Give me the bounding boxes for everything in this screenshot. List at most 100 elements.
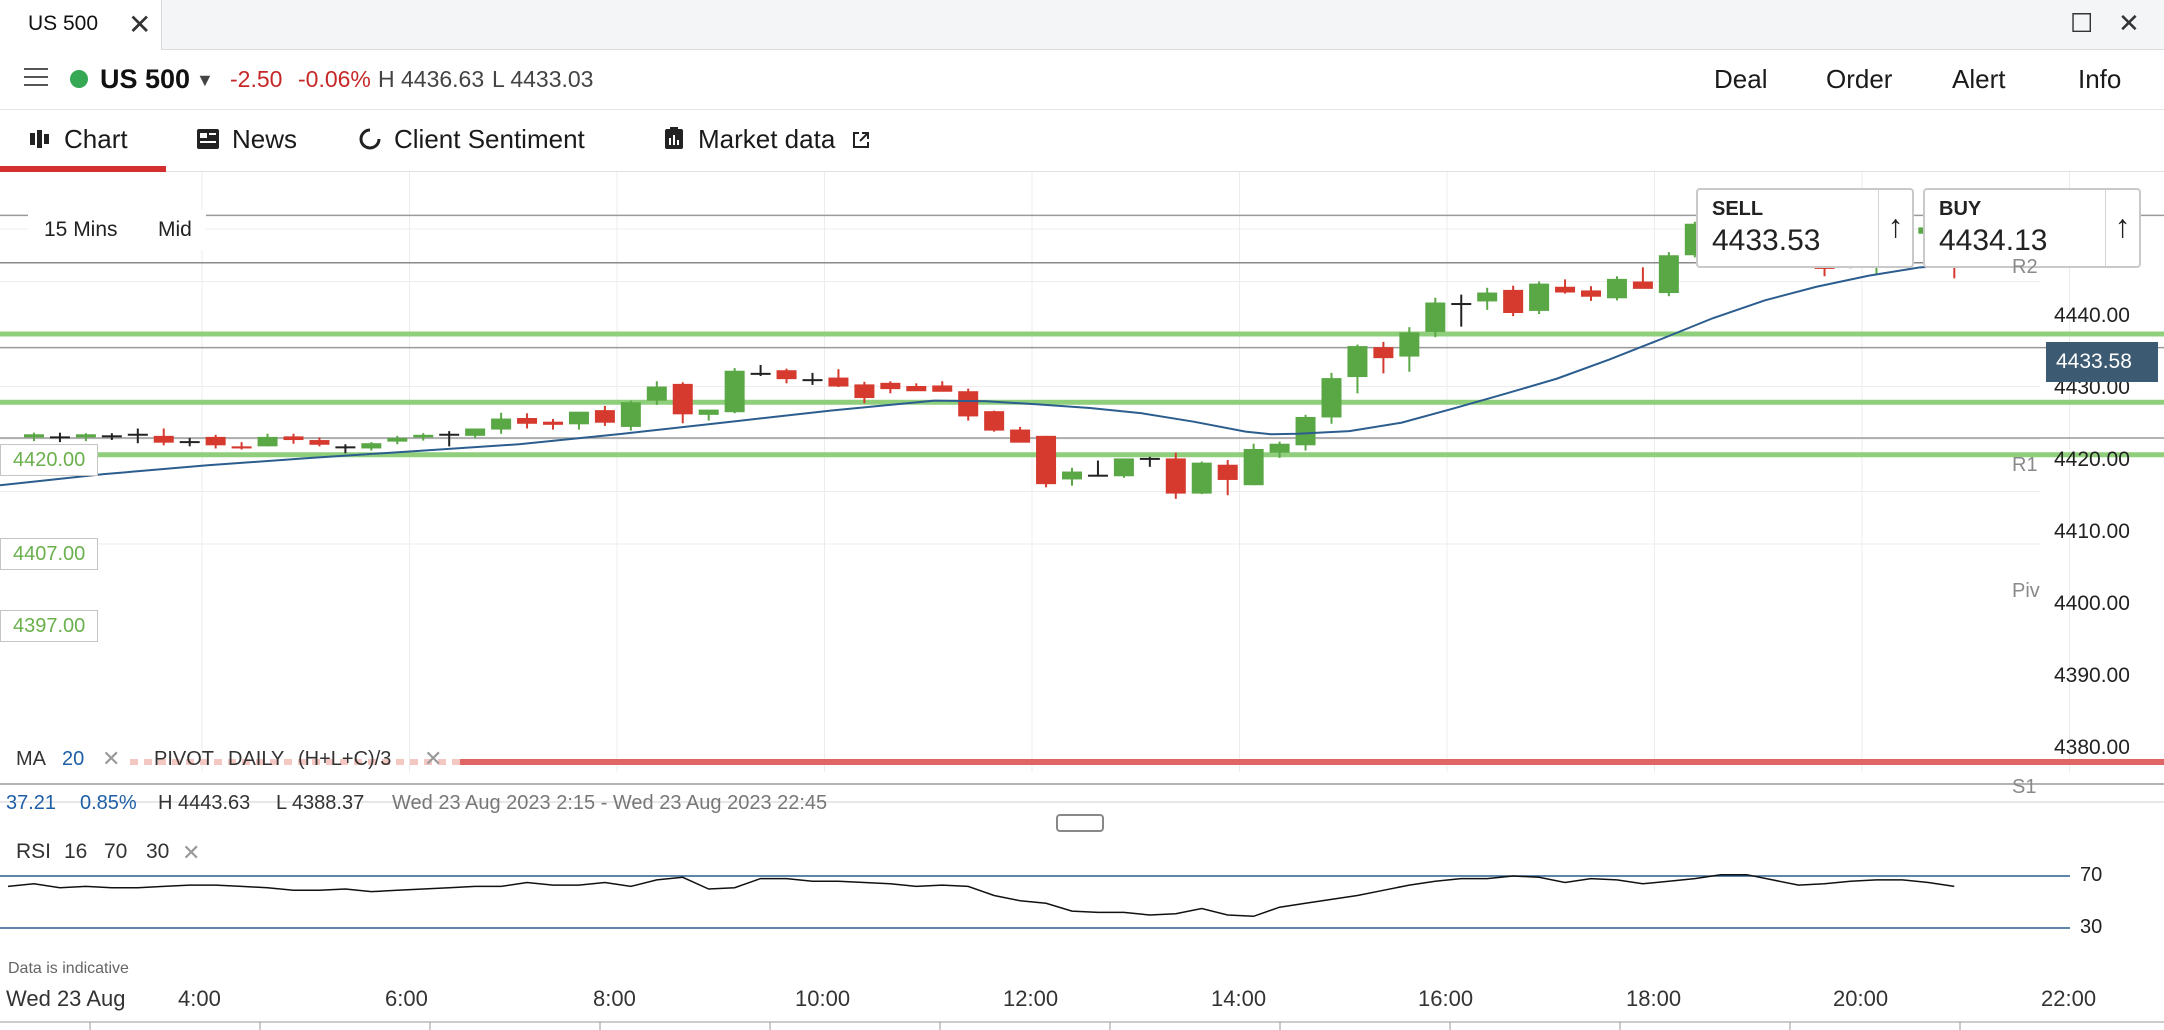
period-change-pct: 0.85% <box>80 792 137 814</box>
candle-up <box>1347 346 1368 378</box>
candle-up <box>1321 378 1342 418</box>
buy-label: BUY <box>1939 198 1982 220</box>
candle-up <box>1113 458 1134 477</box>
candle-down <box>231 446 252 449</box>
remove-ma-icon[interactable]: ✕ <box>102 746 121 771</box>
alert-button[interactable]: Alert <box>1952 64 2006 94</box>
candle-up <box>439 433 460 436</box>
moving-average-line <box>0 264 1947 487</box>
candle-down <box>1139 457 1160 460</box>
sell-button[interactable]: SELL 4433.53 ↑ <box>1696 188 1914 268</box>
y-tick-label: 4440.00 <box>2054 304 2130 327</box>
market-name[interactable]: US 500 <box>100 64 191 94</box>
candle-down <box>205 436 226 446</box>
candle-up <box>698 409 719 415</box>
candle-up <box>127 433 148 436</box>
candle-down <box>283 436 304 441</box>
candle-down <box>880 382 901 390</box>
y-tick-label: 4380.00 <box>2054 736 2130 759</box>
x-tick-label: 4:00 <box>178 986 221 1011</box>
period-high: H 4443.63 <box>158 792 251 814</box>
candle-up <box>1477 292 1498 302</box>
buy-button[interactable]: BUY 4434.13 ↑ <box>1923 188 2141 268</box>
remove-pivot-icon[interactable]: ✕ <box>424 746 443 771</box>
x-tick-label: 6:00 <box>385 986 428 1011</box>
price-chart-svg[interactable] <box>0 172 2164 1030</box>
candle-up <box>1191 462 1212 494</box>
tab-chart[interactable]: Chart <box>26 124 128 160</box>
tab-client-sentiment[interactable]: Client Sentiment <box>356 124 585 160</box>
level-label-4397[interactable]: 4397.00 <box>0 610 99 642</box>
buy-price: 4434.13 <box>1939 224 2048 257</box>
candle-up <box>568 411 589 425</box>
tab-news[interactable]: News <box>194 124 297 160</box>
candle-down <box>594 410 615 423</box>
x-tick-label: 12:00 <box>1003 986 1059 1011</box>
x-tick-label: 14:00 <box>1211 986 1267 1011</box>
candle-up <box>361 443 382 449</box>
candle-down <box>309 440 330 445</box>
pivot-label-piv: Piv <box>2012 580 2040 602</box>
rsi-line <box>7 873 1955 918</box>
candle-down <box>672 383 693 415</box>
day-high: H 4436.63 <box>378 66 485 92</box>
panel-resize-handle[interactable] <box>1056 814 1104 832</box>
period-low: L 4388.37 <box>276 792 365 814</box>
tab-market-data[interactable]: Market data <box>660 124 871 160</box>
chart-area[interactable]: 15 Mins Mid SELL 4433.53 ↑ BUY 4434.13 ↑… <box>0 172 2164 1030</box>
info-button[interactable]: Info <box>2078 64 2122 94</box>
candle-up <box>465 428 486 436</box>
external-link-icon[interactable] <box>851 131 871 153</box>
candle-down <box>1217 464 1238 480</box>
level-label-4420[interactable]: 4420.00 <box>0 444 99 476</box>
pivot-label-r2: R2 <box>2012 256 2038 278</box>
candle-up <box>1243 448 1264 486</box>
candle-down <box>906 385 927 392</box>
candle-up <box>724 370 745 413</box>
x-tick-label: 16:00 <box>1418 986 1474 1011</box>
ma-label: MA <box>16 748 46 770</box>
candlestick-icon <box>26 126 54 154</box>
sell-price: 4433.53 <box>1712 224 1821 257</box>
disclaimer: Data is indicative <box>8 960 129 977</box>
close-window-icon[interactable]: ✕ <box>2118 8 2140 38</box>
window-tab[interactable]: US 500 ✕ <box>0 0 162 50</box>
candle-up <box>75 434 96 438</box>
order-button[interactable]: Order <box>1826 64 1893 94</box>
x-tick-label: 18:00 <box>1626 986 1682 1011</box>
sentiment-icon <box>356 124 384 154</box>
price-change-pct: -0.06% <box>298 66 371 92</box>
deal-button[interactable]: Deal <box>1714 64 1768 94</box>
date-label: Wed 23 Aug <box>6 986 126 1011</box>
maximize-icon[interactable]: ☐ <box>2070 8 2094 38</box>
price-change: -2.50 <box>230 66 283 92</box>
window-tab-title: US 500 <box>28 12 99 35</box>
candle-up <box>1062 471 1082 480</box>
interval-selector[interactable]: 15 Mins <box>44 218 118 241</box>
sell-arrow-up-icon: ↑ <box>1878 190 1912 266</box>
candle-down <box>1555 286 1576 293</box>
view-tabs: Chart News Client Sentiment Market data <box>0 110 2164 172</box>
close-tab-icon[interactable]: ✕ <box>128 9 152 40</box>
rsi-lower-tick: 30 <box>2080 916 2103 938</box>
market-data-icon <box>660 124 688 154</box>
candle-up <box>257 436 278 447</box>
candle-down <box>1165 458 1186 494</box>
rsi-period: 16 <box>64 840 88 863</box>
price-type-selector[interactable]: Mid <box>158 218 192 241</box>
level-label-4407[interactable]: 4407.00 <box>0 538 99 570</box>
tab-market-data-label: Market data <box>698 124 836 154</box>
candle-up <box>1529 283 1550 311</box>
candle-down <box>958 391 979 417</box>
market-header: US 500 ▼ -2.50 -0.06% H 4436.63 L 4433.0… <box>0 50 2164 110</box>
rsi-upper: 70 <box>104 840 128 863</box>
candle-up <box>802 379 823 382</box>
candle-down <box>1632 281 1653 289</box>
hamburger-menu-icon[interactable] <box>24 68 48 88</box>
day-low: L 4433.03 <box>492 66 594 92</box>
market-dropdown-icon[interactable]: ▼ <box>196 70 214 90</box>
candle-down <box>543 421 563 425</box>
y-tick-label: 4400.00 <box>2054 592 2130 615</box>
newspaper-icon <box>194 126 222 154</box>
remove-rsi-icon[interactable]: ✕ <box>182 840 201 865</box>
